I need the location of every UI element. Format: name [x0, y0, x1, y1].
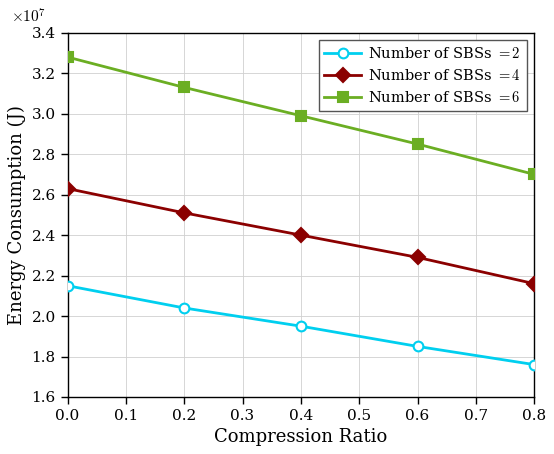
Number of SBSs $= 4$	[531, 281, 537, 286]
Number of SBSs $= 2$	[414, 344, 421, 349]
Number of SBSs $= 4$	[181, 210, 187, 216]
Line: Number of SBSs $= 2$: Number of SBSs $= 2$	[63, 281, 539, 370]
X-axis label: Compression Ratio: Compression Ratio	[214, 429, 388, 446]
Number of SBSs $= 6$	[414, 141, 421, 147]
Number of SBSs $= 2$	[181, 305, 187, 311]
Number of SBSs $= 2$	[297, 323, 304, 329]
Number of SBSs $= 4$	[64, 186, 71, 191]
Number of SBSs $= 6$	[297, 113, 304, 118]
Number of SBSs $= 6$	[181, 85, 187, 90]
Number of SBSs $= 4$	[414, 255, 421, 260]
Line: Number of SBSs $= 4$: Number of SBSs $= 4$	[63, 184, 539, 289]
Line: Number of SBSs $= 6$: Number of SBSs $= 6$	[63, 52, 539, 179]
Number of SBSs $= 6$	[64, 54, 71, 60]
Legend: Number of SBSs $= 2$, Number of SBSs $= 4$, Number of SBSs $= 6$: Number of SBSs $= 2$, Number of SBSs $= …	[319, 40, 527, 111]
Number of SBSs $= 6$	[531, 172, 537, 177]
Number of SBSs $= 2$	[531, 362, 537, 367]
Y-axis label: Energy Consumption (J): Energy Consumption (J)	[8, 105, 26, 325]
Text: $\times10^7$: $\times10^7$	[12, 7, 47, 25]
Number of SBSs $= 2$	[64, 283, 71, 288]
Number of SBSs $= 4$	[297, 232, 304, 238]
